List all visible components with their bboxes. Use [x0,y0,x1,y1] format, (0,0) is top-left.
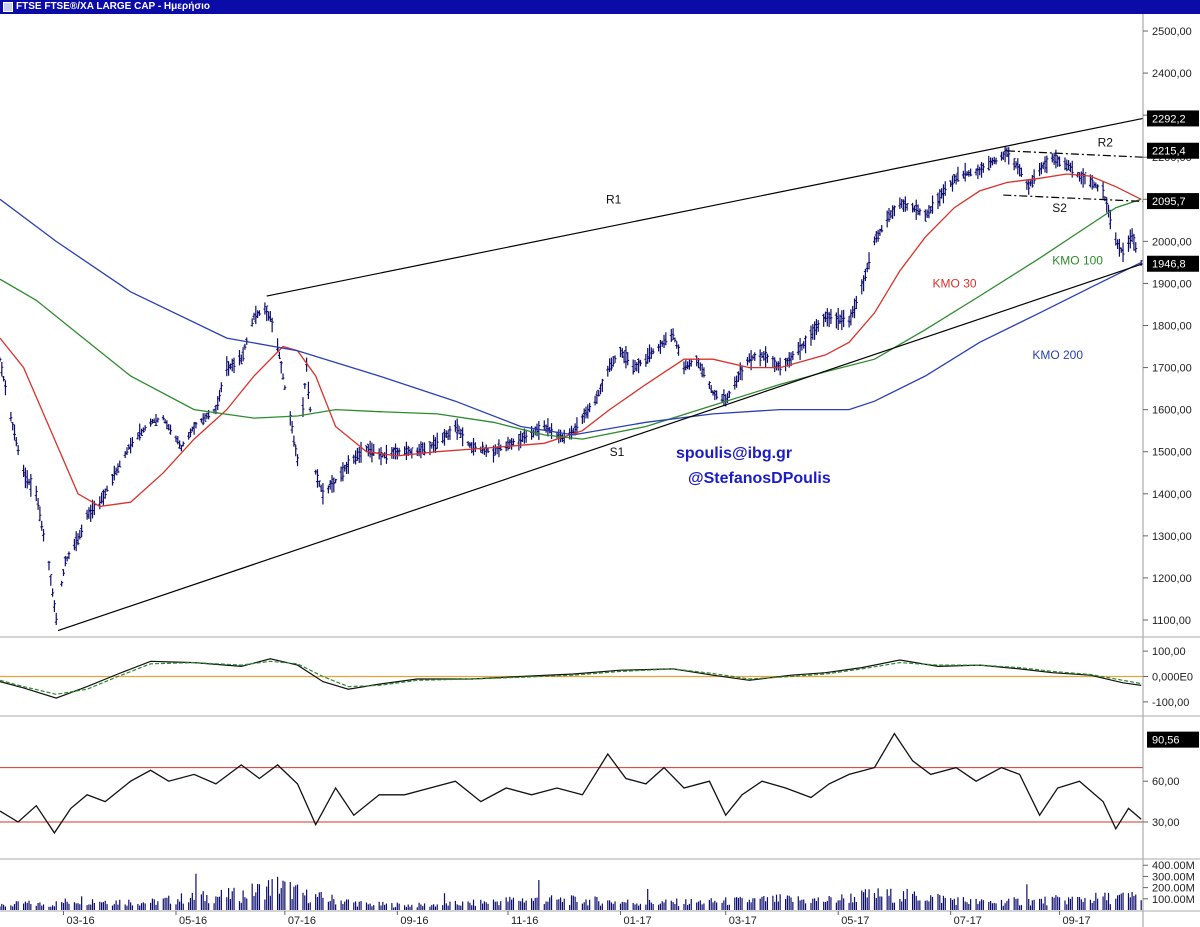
trendline-r2 [1006,150,1144,158]
chart-background [0,14,1200,927]
price-axis-label: 1900,00 [1152,278,1192,290]
volume-panel [0,873,1142,910]
price-axis-label: 1700,00 [1152,363,1192,375]
price-axis-label: 1800,00 [1152,321,1192,333]
trendline-s1 [57,263,1144,632]
annotation-kmo-30: KMO 30 [933,277,977,291]
window-titlebar: FTSE FTSE®/XA LARGE CAP - Ημερήσιο [0,0,1200,14]
app-icon [3,2,13,12]
watermark-email: spoulis@ibg.gr [676,445,792,462]
volume-axis-label: 100.00M [1152,894,1195,906]
rsi-line [0,732,1142,835]
price-value-box [1147,255,1199,272]
price-value-box-label: 2292,2 [1152,113,1186,125]
osc-axis-label: 100,00 [1152,646,1186,658]
price-value-box [1147,193,1199,210]
trendline-r1 [266,117,1144,297]
price-value-box-label: 1946,8 [1152,259,1186,271]
annotation-kmo-200: KMO 200 [1032,348,1083,362]
price-axis-label: 1100,00 [1152,615,1191,627]
rsi-axis-label: 30,00 [1152,817,1180,829]
x-axis-label: 07-16 [288,915,316,927]
ma-line-kmo200 [0,198,1142,436]
annotation-r2: R2 [1098,136,1114,150]
x-axis-label: 01-17 [623,915,651,927]
axes: 1100,00 1200,00 1300,00 1400,00 1500,00 1600,… [0,14,1200,927]
oscillator-signal-line [0,660,1142,695]
price-value-box [1147,142,1199,159]
price-axis-label: 1600,00 [1152,405,1192,417]
watermark-handle: @StefanosDPoulis [688,470,831,487]
x-axis-label: 09-17 [1063,915,1091,927]
rsi-value-box [1147,731,1199,748]
trendline-s2 [1003,194,1144,202]
annotation-s1: S1 [610,445,625,459]
price-value-box-label: 2215,4 [1152,146,1186,158]
x-axis-label: 05-16 [179,915,207,927]
osc-axis-label: -100,00 [1152,697,1189,709]
window-title: FTSE FTSE®/XA LARGE CAP - Ημερήσιο [16,1,211,12]
price-axis-label: 2500,00 [1152,26,1192,38]
ma-line-kmo100 [0,198,1142,440]
annotation-r1: R1 [606,192,622,206]
annotation-kmo-100: KMO 100 [1052,253,1103,267]
x-axis-label: 11-16 [511,915,538,927]
volume-axis-label: 200.00M [1152,883,1195,895]
price-axis-label: 1500,00 [1152,447,1192,459]
oscillator-panel [0,658,1143,699]
x-axis-label: 05-17 [841,915,869,927]
volume-axis-label: 400.00M [1152,860,1195,872]
x-axis-label: 03-17 [729,915,757,927]
x-axis-label: 07-17 [954,915,982,927]
price-panel: R1 S1 R2 S2 KMO 30 KMO 100 KMO 200 [0,117,1144,632]
x-axis-label: 09-16 [400,915,428,927]
price-axis-label: 1300,00 [1152,531,1192,543]
rsi-value-box-label: 90,56 [1152,735,1180,747]
chart-canvas: R1 S1 R2 S2 KMO 30 KMO 100 KMO 200 1100,00 1200… [0,14,1200,927]
rsi-axis-label: 60,00 [1152,776,1180,788]
annotation-s2: S2 [1052,201,1067,215]
price-axis-label: 1400,00 [1152,489,1192,501]
price-axis-label: 2400,00 [1152,68,1192,80]
rsi-panel [0,732,1143,835]
volume-axis-label: 300.00M [1152,871,1195,883]
osc-axis-label: 0,000E0 [1152,672,1193,684]
x-axis-label: 03-16 [67,915,95,927]
price-axis-label: 1200,00 [1152,573,1192,585]
price-value-box [1147,110,1199,127]
ma-line-kmo30 [0,173,1142,508]
price-value-box-label: 2095,7 [1152,196,1186,208]
price-axis-label: 2000,00 [1152,236,1192,248]
